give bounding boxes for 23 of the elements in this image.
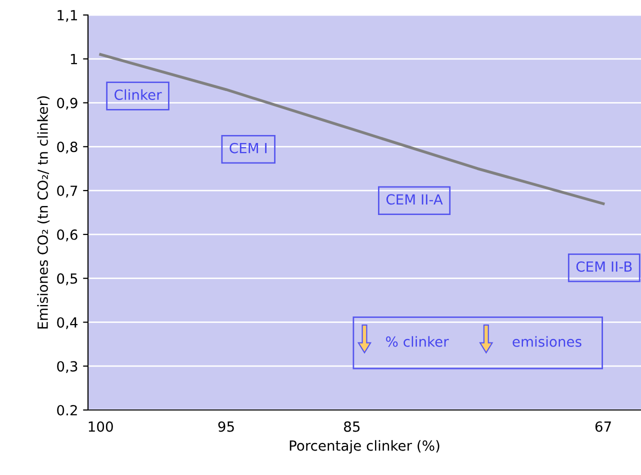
y-tick-label: 0,7 xyxy=(57,186,78,198)
x-tick-label: 67 xyxy=(595,421,611,432)
annotation: Clinker xyxy=(114,89,162,100)
y-tick-label: 0,6 xyxy=(57,229,78,242)
y-tick-label: 0,5 xyxy=(57,273,78,286)
y-tick-label: 0,8 xyxy=(57,142,78,154)
y-tick-label: 1,1 xyxy=(58,10,77,22)
y-tick-label: 0,4 xyxy=(57,317,78,330)
line-series xyxy=(99,53,605,206)
y-tick-label: 0,3 xyxy=(57,361,78,373)
annotation: emisiones xyxy=(512,336,582,347)
x-tick-label: 100 xyxy=(88,421,113,432)
annotation: CEM II-A xyxy=(386,194,443,205)
x-axis-title: Porcentaje clinker (%) xyxy=(290,440,440,454)
x-tick-label: 85 xyxy=(344,421,360,432)
annotation: CEM I xyxy=(230,142,266,154)
y-tick-label: 1 xyxy=(70,54,77,64)
y-tick-label: 0,9 xyxy=(57,98,78,110)
annotation: % clinker xyxy=(386,336,449,347)
y-axis-title: Emisiones CO₂ (tn CO₂/ tn clinker) xyxy=(37,96,50,329)
annotation: CEM II-B xyxy=(576,261,632,272)
x-tick-label: 95 xyxy=(218,421,234,432)
y-tick-label: 0.2 xyxy=(57,404,77,416)
